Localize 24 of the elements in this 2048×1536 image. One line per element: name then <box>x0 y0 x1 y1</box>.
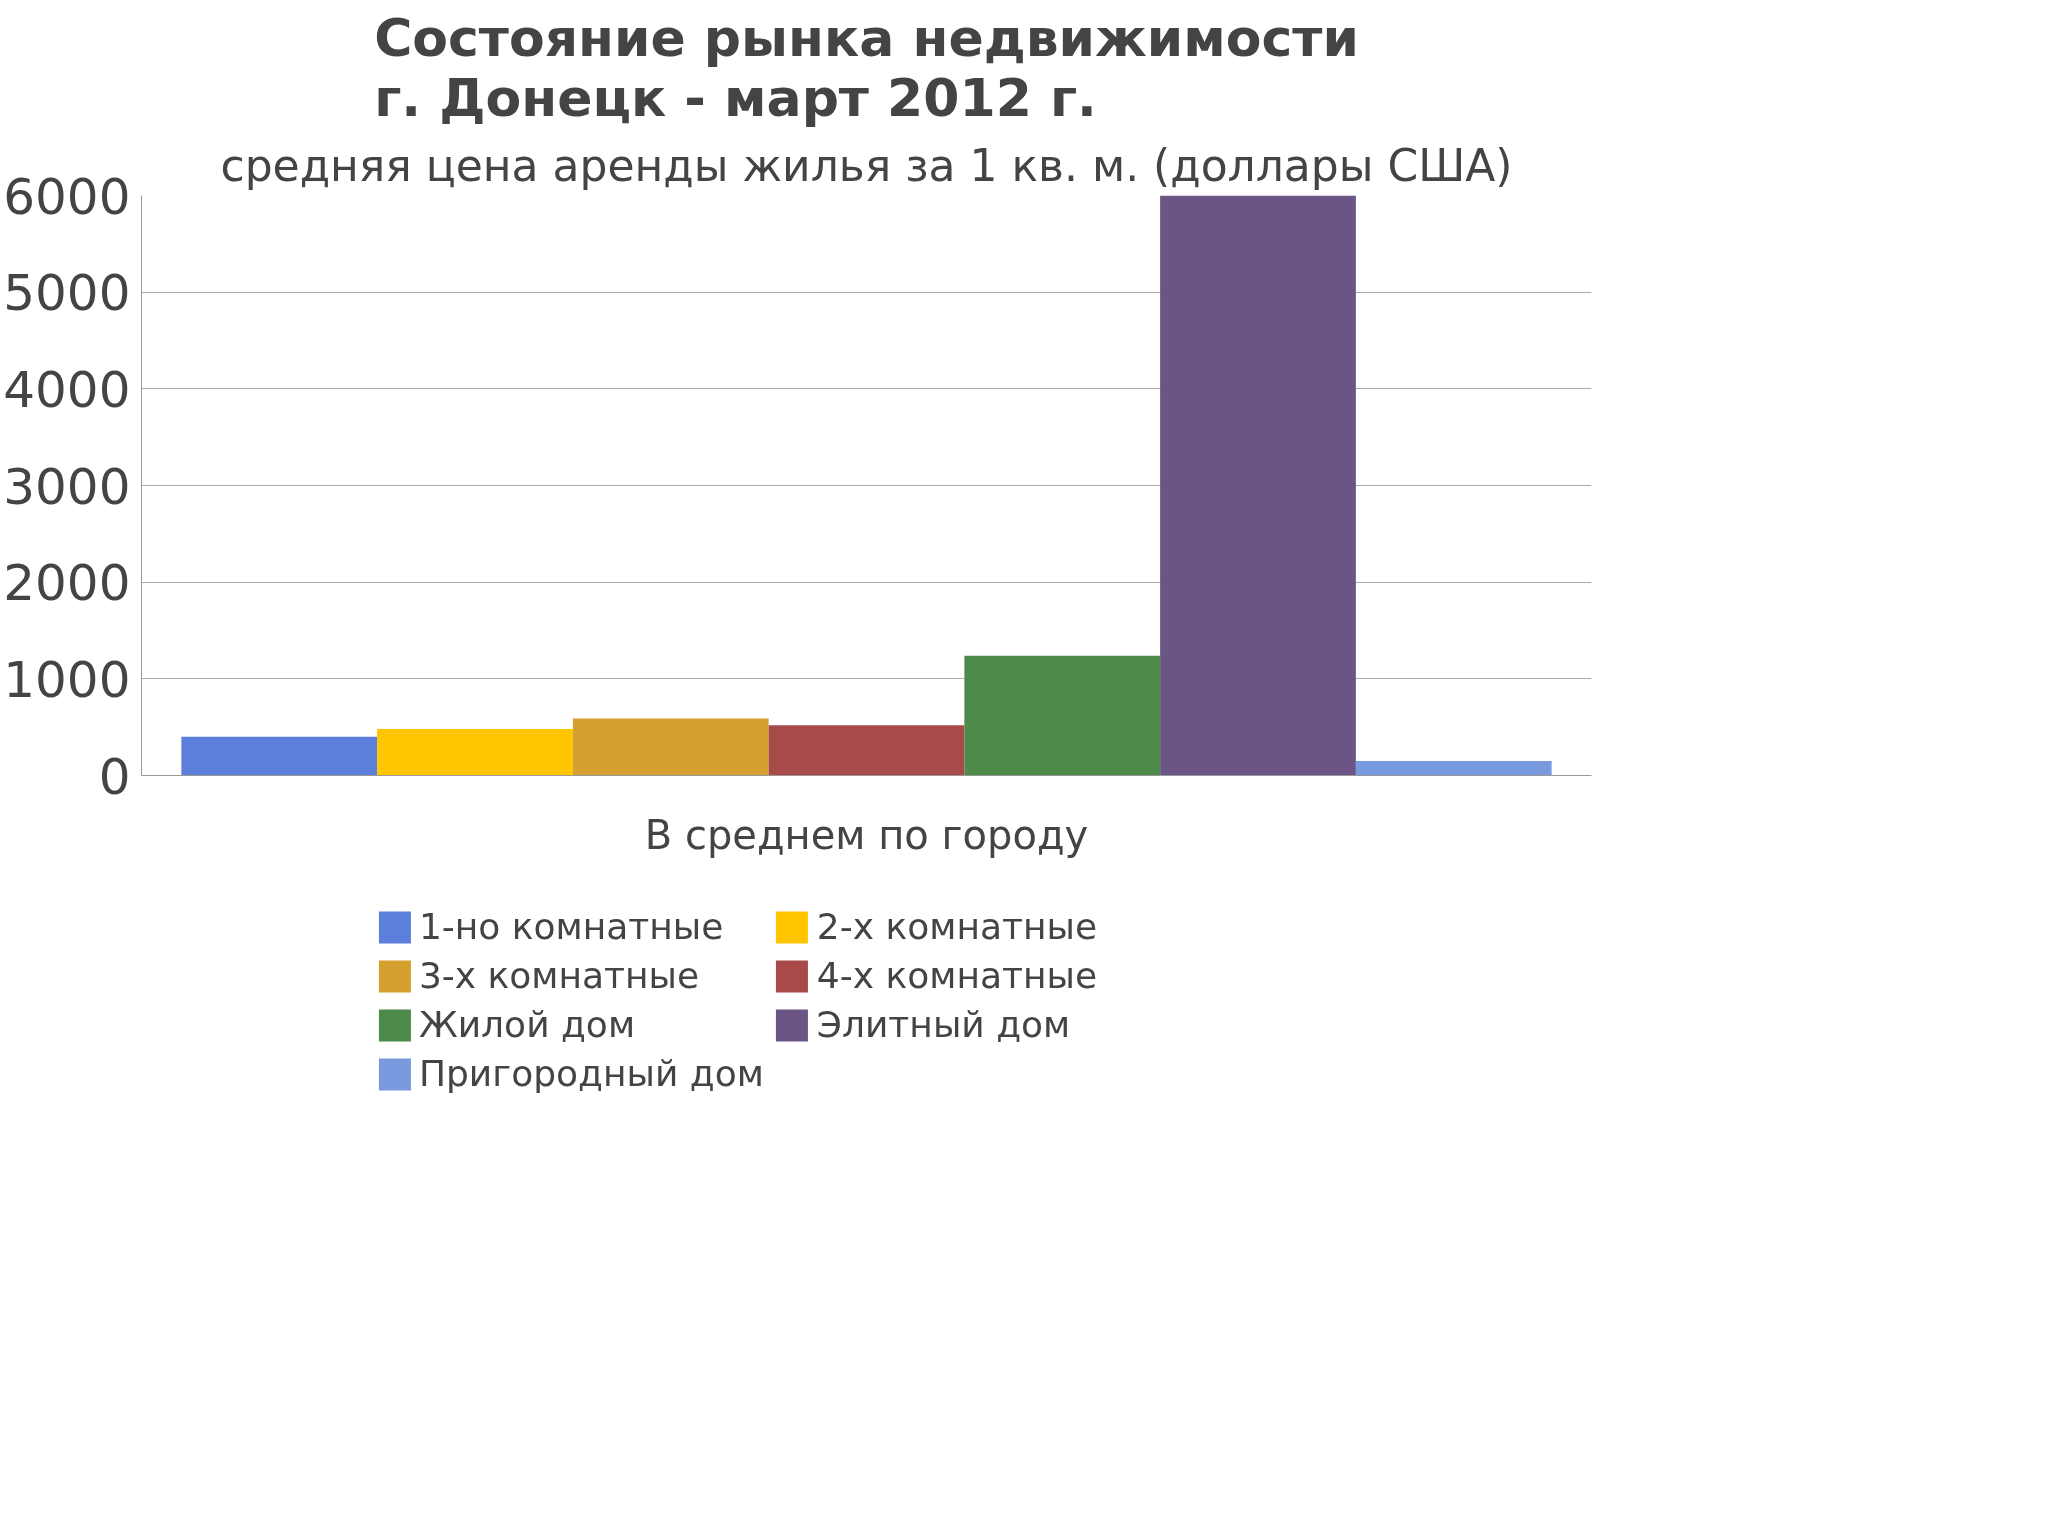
bar <box>1160 195 1356 776</box>
legend-label: 4-х комнатные <box>816 955 1098 996</box>
y-tick-label: 4000 <box>3 360 131 419</box>
x-tick-label: В среднем по городу <box>644 811 1089 858</box>
legend-label: 1-но комнатные <box>418 906 724 947</box>
bar <box>181 736 378 776</box>
legend-label: Элитный дом <box>816 1004 1071 1045</box>
bar <box>377 729 573 776</box>
legend-label: Пригородный дом <box>418 1053 764 1094</box>
bar <box>572 718 769 776</box>
bar <box>964 655 1161 776</box>
y-tick-label: 0 <box>98 747 131 806</box>
y-tick-label: 5000 <box>3 264 131 323</box>
legend-label: 3-х комнатные <box>418 955 700 996</box>
legend-label: 2-х комнатные <box>816 906 1098 947</box>
chart-subtitle: средняя цена аренды жилья за 1 кв. м. (доллары США) <box>220 139 1513 191</box>
bar <box>768 725 965 776</box>
y-tick-label: 2000 <box>3 554 131 613</box>
y-tick-label: 3000 <box>3 457 131 516</box>
legend-label: Жилой дом <box>418 1004 636 1045</box>
y-tick-label: 6000 <box>3 167 131 226</box>
bar <box>1355 761 1552 776</box>
chart-title: Состояние рынка недвижимости г. Донецк - март 2012 г. <box>374 7 1359 128</box>
y-tick-label: 1000 <box>3 650 131 709</box>
